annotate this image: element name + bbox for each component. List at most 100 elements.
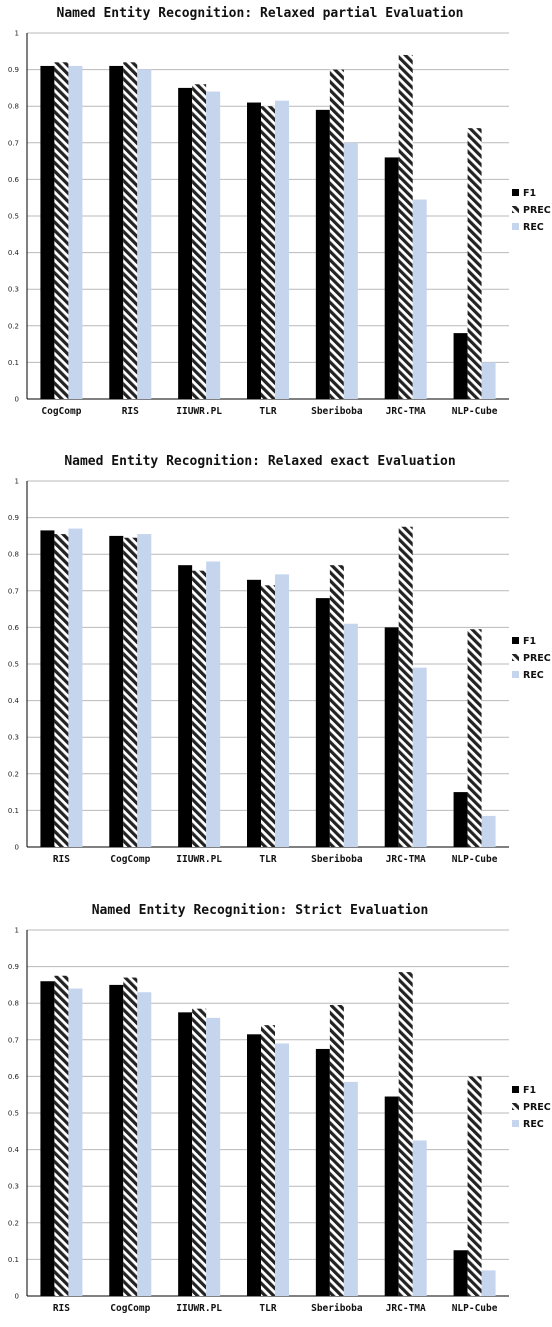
bar-prec	[54, 534, 69, 847]
bar-rec	[343, 1081, 358, 1296]
y-tick-label: 0.7	[8, 139, 19, 147]
chart-title: Named Entity Recognition: Relaxed partia…	[56, 6, 464, 21]
legend-swatch-f1	[512, 189, 519, 196]
bar-prec	[123, 537, 138, 847]
y-tick-label: 0.2	[8, 322, 19, 330]
x-category-label: Sberiboba	[311, 854, 363, 865]
bar-rec	[412, 199, 427, 399]
y-tick-label: 1	[15, 478, 19, 486]
bar-prec	[329, 565, 344, 847]
x-category-label: IIUWR.PL	[176, 854, 222, 865]
bar-prec	[398, 972, 413, 1296]
y-tick-label: 0.7	[8, 1036, 19, 1044]
x-category-label: NLP-Cube	[452, 406, 498, 417]
y-tick-label: 0.8	[8, 551, 19, 559]
chart-plot-area: 0 0.1 0.2 0.3 0.4 0.5 0.6 0.7 0.8 0.9 1 CogComp RIS I…	[8, 30, 551, 418]
x-category-label: CogComp	[110, 1303, 150, 1314]
chart-relaxed-exact: Named Entity Recognition: Relaxed exact …	[0, 448, 552, 878]
x-category-label: RIS	[53, 1303, 70, 1314]
bar-rec	[412, 1140, 427, 1296]
bar-f1	[247, 1034, 261, 1296]
y-tick-label: 0.6	[8, 624, 20, 632]
bar-prec	[398, 54, 413, 400]
bar-f1	[315, 109, 330, 400]
bar-prec	[123, 977, 138, 1296]
legend-swatch-f1	[512, 637, 519, 644]
y-tick-label: 0.2	[8, 1219, 19, 1227]
bar-rec	[481, 815, 496, 847]
legend-label-prec: PREC	[523, 205, 551, 216]
y-tick-label: 0	[15, 1293, 19, 1301]
legend-swatch-rec	[512, 223, 519, 230]
x-category-label: CogComp	[110, 854, 150, 865]
x-category-label: JRC-TMA	[386, 854, 426, 865]
y-tick-label: 1	[15, 30, 19, 38]
bar-rec	[206, 1017, 221, 1296]
legend-swatch-rec	[512, 671, 519, 678]
bar-rec	[481, 362, 496, 399]
y-tick-label: 0.1	[8, 359, 19, 367]
bar-f1	[178, 565, 193, 847]
chart-title: Named Entity Recognition: Relaxed exact …	[64, 454, 456, 469]
legend-label-rec: REC	[523, 1119, 544, 1130]
bar-prec	[261, 585, 275, 847]
bar-rec	[68, 65, 83, 399]
y-tick-label: 0	[15, 396, 19, 404]
bar-rec	[137, 992, 152, 1296]
legend-swatch-f1	[512, 1086, 519, 1093]
x-category-label: Sberiboba	[311, 406, 363, 417]
bar-f1	[384, 157, 399, 399]
bar-f1	[453, 1250, 468, 1296]
legend-label-rec: REC	[523, 670, 544, 681]
bar-rec	[137, 69, 152, 399]
x-category-label: NLP-Cube	[452, 1303, 498, 1314]
y-tick-label: 0	[15, 844, 19, 852]
x-category-label: RIS	[122, 406, 139, 417]
bar-prec	[329, 69, 344, 399]
bar-prec	[467, 1076, 482, 1296]
bar-prec	[192, 1008, 207, 1296]
bar-rec	[412, 667, 427, 847]
bar-rec	[275, 100, 289, 400]
bar-f1	[40, 530, 55, 847]
chart-title: Named Entity Recognition: Strict Evaluat…	[91, 903, 429, 918]
bar-f1	[178, 87, 193, 400]
bar-prec	[467, 629, 482, 847]
x-category-label: TLR	[259, 854, 276, 865]
bar-rec	[343, 142, 358, 400]
y-tick-label: 0.8	[8, 1000, 19, 1008]
bar-prec	[398, 526, 413, 847]
y-tick-label: 0.9	[8, 963, 19, 971]
bar-rec	[137, 534, 152, 847]
bar-f1	[247, 579, 261, 847]
y-tick-label: 0.4	[8, 249, 20, 257]
y-tick-label: 0.4	[8, 697, 20, 705]
y-tick-label: 0.5	[8, 1110, 19, 1118]
y-tick-label: 1	[15, 927, 19, 935]
bar-f1	[384, 627, 399, 847]
bar-f1	[109, 65, 124, 399]
bar-f1	[384, 1096, 399, 1296]
legend-label-rec: REC	[523, 222, 544, 233]
chart-strict: Named Entity Recognition: Strict Evaluat…	[0, 897, 552, 1327]
bar-prec	[329, 1005, 344, 1296]
bar-rec	[68, 528, 83, 847]
bar-rec	[481, 1270, 496, 1296]
x-category-label: JRC-TMA	[386, 406, 426, 417]
legend-label-prec: PREC	[523, 1102, 551, 1113]
bar-f1	[315, 598, 330, 847]
bar-prec	[467, 128, 482, 399]
legend-swatch-prec	[512, 1103, 519, 1110]
y-tick-label: 0.2	[8, 770, 19, 778]
x-category-label: IIUWR.PL	[176, 406, 222, 417]
bar-prec	[123, 62, 138, 399]
legend-label-prec: PREC	[523, 653, 551, 664]
bar-rec	[68, 988, 83, 1296]
x-category-label: RIS	[53, 854, 70, 865]
y-tick-label: 0.4	[8, 1146, 20, 1154]
y-tick-label: 0.5	[8, 213, 19, 221]
y-tick-label: 0.9	[8, 66, 19, 74]
legend-swatch-prec	[512, 654, 519, 661]
bar-f1	[315, 1048, 330, 1296]
chart-relaxed-partial: Named Entity Recognition: Relaxed partia…	[0, 0, 552, 430]
